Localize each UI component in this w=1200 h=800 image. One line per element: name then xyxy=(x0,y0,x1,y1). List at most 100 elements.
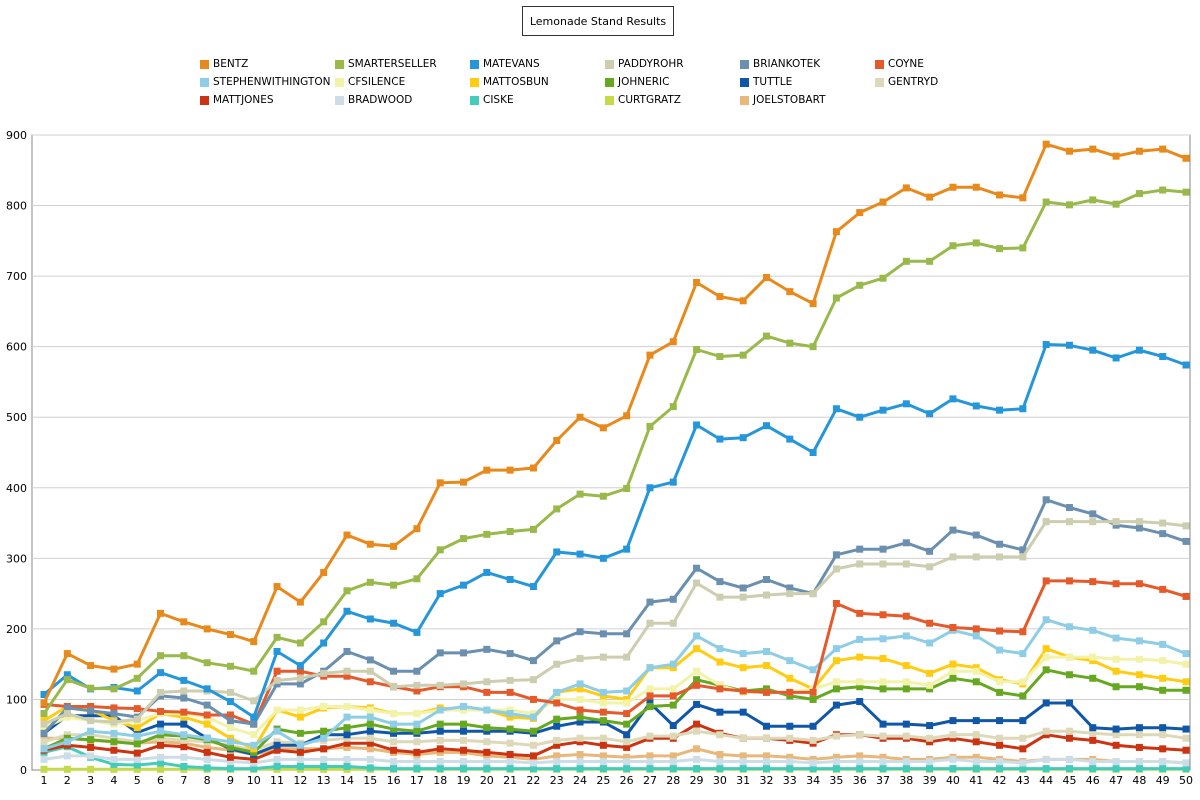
data-point xyxy=(669,765,677,773)
data-point xyxy=(157,669,165,677)
data-point xyxy=(599,630,607,638)
data-point xyxy=(553,548,561,556)
data-point xyxy=(832,678,840,686)
data-point xyxy=(40,691,48,699)
data-point xyxy=(599,734,607,742)
data-point xyxy=(832,657,840,665)
data-point xyxy=(529,759,537,767)
data-point xyxy=(180,736,188,744)
data-point xyxy=(1182,650,1190,658)
data-point xyxy=(40,755,48,763)
data-point xyxy=(739,593,747,601)
data-point xyxy=(716,750,724,758)
legend-item: JOELSTOBART xyxy=(740,94,826,106)
data-point xyxy=(133,732,141,740)
x-tick-label: 22 xyxy=(526,774,540,787)
data-point xyxy=(483,724,491,732)
data-point xyxy=(716,578,724,586)
data-point xyxy=(413,765,421,773)
data-point xyxy=(110,734,118,742)
data-point xyxy=(460,720,468,728)
data-point xyxy=(157,727,165,735)
data-point xyxy=(926,734,934,742)
data-point xyxy=(902,612,910,620)
data-point xyxy=(1135,731,1143,739)
data-point xyxy=(693,345,701,353)
data-point xyxy=(762,752,770,760)
data-point xyxy=(949,553,957,561)
data-point xyxy=(902,662,910,670)
x-tick-label: 8 xyxy=(204,774,211,787)
data-point xyxy=(576,765,584,773)
data-point xyxy=(739,734,747,742)
data-point xyxy=(226,738,234,746)
x-tick-label: 34 xyxy=(806,774,820,787)
data-point xyxy=(63,738,71,746)
data-point xyxy=(832,551,840,559)
data-point xyxy=(786,657,794,665)
data-point xyxy=(949,395,957,403)
data-point xyxy=(949,242,957,250)
data-point xyxy=(809,666,817,674)
data-point xyxy=(809,590,817,598)
data-point xyxy=(110,760,118,768)
data-point xyxy=(157,720,165,728)
data-point xyxy=(87,712,95,720)
data-point xyxy=(506,706,514,714)
y-tick-label: 600 xyxy=(6,341,27,354)
data-point xyxy=(623,687,631,695)
data-point xyxy=(576,750,584,758)
data-point xyxy=(949,755,957,763)
data-point xyxy=(273,680,281,688)
data-point xyxy=(87,717,95,725)
data-point xyxy=(529,695,537,703)
plot-area xyxy=(31,134,1191,771)
data-point xyxy=(40,710,48,718)
data-point xyxy=(1112,521,1120,529)
data-point xyxy=(1112,354,1120,362)
data-point xyxy=(599,752,607,760)
data-point xyxy=(483,466,491,474)
data-point xyxy=(1019,650,1027,658)
data-point xyxy=(1089,518,1097,526)
data-point xyxy=(786,765,794,773)
data-point xyxy=(436,706,444,714)
data-point xyxy=(157,692,165,700)
data-point xyxy=(203,685,211,693)
data-point xyxy=(949,526,957,534)
legend-swatch xyxy=(200,59,209,69)
data-point xyxy=(879,655,887,663)
data-point xyxy=(273,676,281,684)
data-point xyxy=(63,765,71,773)
data-point xyxy=(902,758,910,766)
data-point xyxy=(646,699,654,707)
data-point xyxy=(553,736,561,744)
data-point xyxy=(1182,746,1190,754)
data-point xyxy=(460,765,468,773)
data-point xyxy=(996,245,1004,253)
data-point xyxy=(506,758,514,766)
data-point xyxy=(40,734,48,742)
data-point xyxy=(40,729,48,737)
data-point xyxy=(40,699,48,707)
data-point xyxy=(1065,765,1073,773)
data-point xyxy=(646,619,654,627)
data-point xyxy=(809,759,817,767)
data-point xyxy=(972,664,980,672)
data-point xyxy=(926,619,934,627)
legend-item: CURTGRATZ xyxy=(605,94,681,106)
data-point xyxy=(693,727,701,735)
data-point xyxy=(1042,765,1050,773)
data-point xyxy=(972,758,980,766)
legend-swatch xyxy=(875,59,884,69)
data-point xyxy=(366,745,374,753)
legend-label: SMARTERSELLER xyxy=(348,58,437,70)
x-tick-label: 50 xyxy=(1179,774,1193,787)
data-point xyxy=(413,628,421,636)
data-point xyxy=(646,692,654,700)
data-point xyxy=(599,708,607,716)
legend-swatch xyxy=(740,95,749,105)
x-tick-label: 9 xyxy=(227,774,234,787)
legend-label: STEPHENWITHINGTON xyxy=(213,76,331,88)
data-point xyxy=(506,688,514,696)
